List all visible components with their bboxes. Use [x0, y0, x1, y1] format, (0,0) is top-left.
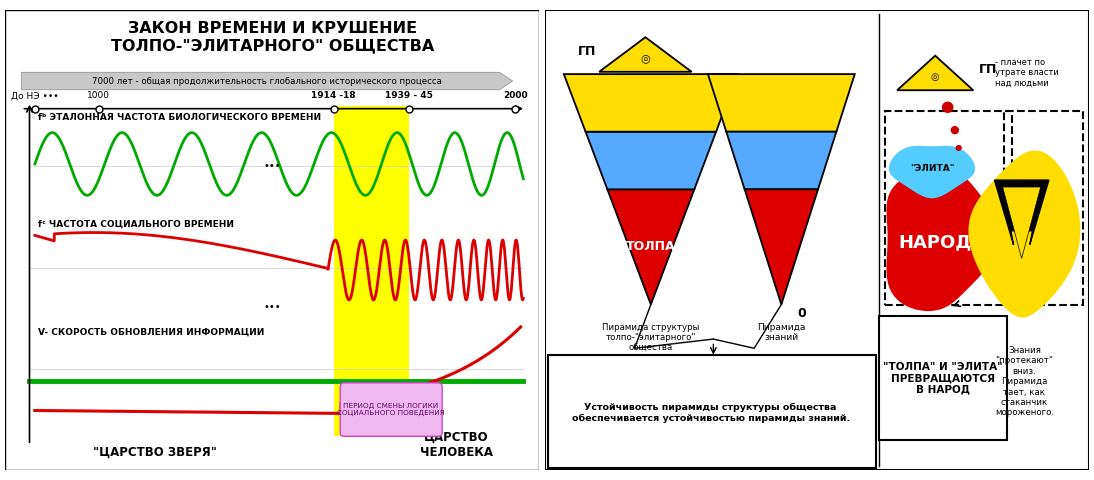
Text: 0: 0: [798, 307, 806, 320]
Text: 2000: 2000: [503, 91, 527, 100]
Text: ЦАРСТВО
ЧЕЛОВЕКА: ЦАРСТВО ЧЕЛОВЕКА: [420, 431, 493, 459]
Text: ●: ●: [950, 124, 959, 134]
Polygon shape: [888, 166, 998, 310]
Text: 1000: 1000: [88, 91, 110, 100]
Text: 1939 - 45: 1939 - 45: [385, 91, 432, 100]
Bar: [1004, 111, 1083, 304]
Bar: [885, 111, 1012, 304]
FancyArrow shape: [22, 72, 513, 90]
Text: ◎: ◎: [931, 72, 940, 82]
Text: •••: •••: [264, 161, 281, 171]
Text: Пирамида
знаний: Пирамида знаний: [757, 323, 805, 342]
Polygon shape: [897, 56, 974, 90]
Polygon shape: [607, 189, 695, 304]
Text: ПЕРИОД СМЕНЫ ЛОГИКИ
СОЦИАЛЬНОГО ПОВЕДЕНИЯ: ПЕРИОД СМЕНЫ ЛОГИКИ СОЦИАЛЬНОГО ПОВЕДЕНИ…: [337, 403, 445, 416]
Text: fᵇ ЭТАЛОННАЯ ЧАСТОТА БИОЛОГИЧЕСКОГО ВРЕМЕНИ: fᵇ ЭТАЛОННАЯ ЧАСТОТА БИОЛОГИЧЕСКОГО ВРЕМ…: [37, 113, 321, 122]
Text: ЗАКОН ВРЕМЕНИ И КРУШЕНИЕ
ТОЛПО-"ЭЛИТАРНОГО" ОБЩЕСТВА: ЗАКОН ВРЕМЕНИ И КРУШЕНИЕ ТОЛПО-"ЭЛИТАРНО…: [110, 21, 434, 53]
Polygon shape: [994, 180, 1049, 245]
FancyBboxPatch shape: [880, 316, 1006, 441]
Text: "ЭЛИТА": "ЭЛИТА": [910, 164, 954, 173]
Polygon shape: [585, 132, 717, 189]
Text: •••: •••: [264, 302, 281, 312]
Text: "ЦАРСТВО ЗВЕРЯ": "ЦАРСТВО ЗВЕРЯ": [93, 446, 217, 459]
Polygon shape: [970, 152, 1079, 316]
Text: ◎: ◎: [640, 54, 650, 64]
Text: НАРОД: НАРОД: [898, 233, 971, 252]
Polygon shape: [708, 74, 854, 132]
Text: 1914 -18: 1914 -18: [312, 91, 357, 100]
Text: 7000 лет - общая продолжительность глобального исторического процесса: 7000 лет - общая продолжительность глоба…: [92, 76, 442, 85]
Text: До НЭ •••: До НЭ •••: [11, 91, 59, 100]
Bar: [334, 107, 408, 436]
Polygon shape: [1002, 187, 1040, 258]
Text: Пирамида структуры
толпо-"элитарного"
общества: Пирамида структуры толпо-"элитарного" об…: [602, 323, 699, 353]
FancyBboxPatch shape: [547, 355, 876, 468]
Text: ●: ●: [940, 99, 953, 114]
Text: ●: ●: [954, 144, 962, 152]
Text: "ТОЛПА" И "ЭЛИТА"
ПРЕВРАЩАЮТСЯ
В НАРОД: "ТОЛПА" И "ЭЛИТА" ПРЕВРАЩАЮТСЯ В НАРОД: [883, 361, 1002, 395]
Text: Знания
"протекают"
вниз.
Пирамида
тает, как
стаканчик
мороженого.: Знания "протекают" вниз. Пирамида тает, …: [994, 346, 1054, 418]
Text: ТОЛПА: ТОЛПА: [626, 240, 676, 253]
Text: V- СКОРОСТЬ ОБНОВЛЕНИЯ ИНФОРМАЦИИ: V- СКОРОСТЬ ОБНОВЛЕНИЯ ИНФОРМАЦИИ: [37, 328, 264, 336]
Text: fᶜ ЧАСТОТА СОЦИАЛЬНОГО ВРЕМЕНИ: fᶜ ЧАСТОТА СОЦИАЛЬНОГО ВРЕМЕНИ: [37, 219, 233, 228]
Polygon shape: [745, 189, 818, 304]
Polygon shape: [600, 37, 691, 72]
Text: Устойчивость пирамиды структуры общества
обеспечивается устойчивостью пирамиды з: Устойчивость пирамиды структуры общества…: [571, 403, 850, 422]
Polygon shape: [889, 146, 975, 198]
Text: ГП: ГП: [979, 63, 997, 76]
Polygon shape: [563, 74, 737, 132]
Polygon shape: [726, 132, 837, 189]
FancyBboxPatch shape: [340, 383, 442, 436]
Text: ГП: ГП: [578, 45, 596, 58]
Text: - плачет по
утрате власти
над людьми: - плачет по утрате власти над людьми: [996, 58, 1059, 88]
